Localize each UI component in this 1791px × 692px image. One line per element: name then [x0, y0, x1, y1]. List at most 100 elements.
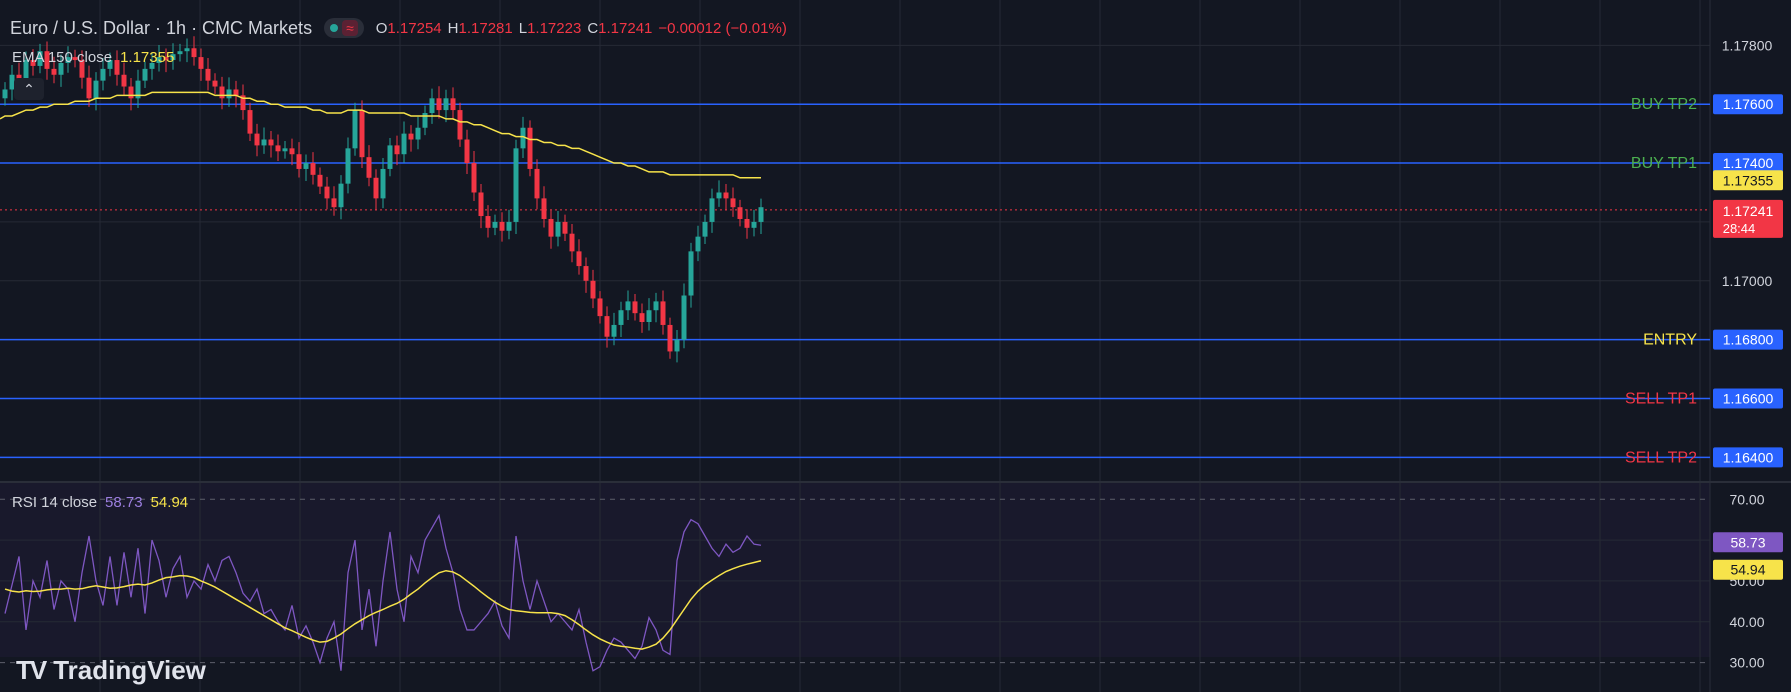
- candle-body: [338, 183, 344, 208]
- candle-body: [156, 57, 162, 63]
- tradingview-mark-icon: TV: [16, 655, 47, 685]
- candles: [2, 36, 764, 363]
- candle-body: [44, 51, 50, 69]
- level-price-badge-bg: [1713, 94, 1783, 115]
- low-value: 1.17223: [527, 19, 582, 37]
- close-key: C: [587, 19, 599, 37]
- candle-body: [247, 110, 253, 134]
- level-price-badge-bg: [1713, 447, 1783, 468]
- candle-body: [72, 57, 78, 61]
- candle-body: [702, 221, 708, 237]
- level-price-badge: 1.17400: [1723, 155, 1774, 171]
- candle-body: [30, 60, 36, 66]
- candle-body: [436, 98, 442, 111]
- candle-body: [674, 339, 680, 352]
- candle-body: [121, 74, 127, 87]
- candle-body: [135, 80, 141, 99]
- rsi-ma-value: 54.94: [150, 494, 189, 511]
- last-price-badge-bg: [1713, 199, 1783, 238]
- rsi-lines: [4, 513, 762, 672]
- candle-body: [107, 60, 113, 69]
- market-open-icon: [330, 24, 339, 32]
- rsi-value: 58.73: [105, 494, 143, 511]
- level-lines: BUY TP2 BUY TP1 ENTRY SELL TP1 SELL TP2: [0, 96, 1710, 466]
- candle-body: [737, 207, 743, 219]
- candle-body: [625, 301, 631, 311]
- candle-body: [198, 57, 204, 69]
- rsi-legend[interactable]: RSI 14 close 58.73 54.94: [12, 494, 188, 511]
- rsi-value-badge-bg: [1713, 532, 1783, 553]
- candle-body: [422, 113, 428, 128]
- rsi-ma-value-badge: 54.94: [1730, 562, 1765, 578]
- candle-body: [429, 98, 435, 114]
- tradingview-logo[interactable]: TV TradingView: [16, 655, 206, 686]
- candle-body: [205, 68, 211, 81]
- candle-body: [352, 110, 358, 149]
- candle-body: [527, 127, 533, 169]
- market-status[interactable]: ≈: [324, 18, 364, 38]
- candle-body: [758, 207, 764, 222]
- candle-body: [58, 62, 64, 75]
- candle-body: [226, 89, 232, 99]
- level-name: SELL TP2: [1625, 449, 1697, 466]
- candle-body: [450, 98, 456, 111]
- candle-body: [191, 48, 197, 58]
- candle-body: [268, 139, 274, 146]
- candle-body: [310, 163, 316, 175]
- wave-icon: ≈: [342, 20, 358, 36]
- candle-body: [394, 145, 400, 155]
- candle-body: [597, 298, 603, 317]
- candle-body: [499, 221, 505, 231]
- candle-body: [744, 218, 750, 228]
- candle-body: [380, 168, 386, 199]
- rsi-tick-label: 30.00: [1729, 655, 1764, 671]
- candle-body: [86, 77, 92, 99]
- candle-body: [359, 110, 365, 158]
- candle-body: [16, 74, 22, 81]
- candle-body: [303, 163, 309, 169]
- candle-body: [667, 324, 673, 352]
- level-price-badge: 1.16600: [1723, 391, 1774, 407]
- candle-body: [163, 57, 169, 61]
- candle-body: [723, 192, 729, 199]
- candle-body: [751, 221, 757, 228]
- candle-body: [177, 51, 183, 55]
- level-price-badge: 1.16800: [1723, 332, 1774, 348]
- candle-body: [254, 133, 260, 146]
- level-price-badge: 1.17600: [1723, 96, 1774, 112]
- open-value: 1.17254: [387, 19, 442, 37]
- candle-body: [492, 221, 498, 228]
- collapse-legend-button[interactable]: ⌃: [14, 78, 44, 100]
- ema-legend[interactable]: EMA 150 close 1.17355: [12, 49, 174, 66]
- candle-body: [100, 68, 106, 81]
- candle-body: [541, 198, 547, 219]
- symbol-header: Euro / U.S. Dollar · 1h · CMC Markets ≈ …: [10, 16, 787, 40]
- candle-body: [730, 198, 736, 208]
- candle-body: [261, 139, 267, 146]
- candle-body: [548, 218, 554, 237]
- ema-value: 1.17355: [120, 49, 175, 66]
- ema-price-badge-bg: [1713, 170, 1783, 191]
- candle-body: [23, 60, 29, 81]
- symbol-title[interactable]: Euro / U.S. Dollar · 1h · CMC Markets: [10, 17, 313, 38]
- candle-body: [443, 98, 449, 111]
- candle-body: [688, 251, 694, 296]
- candle-body: [317, 174, 323, 187]
- last-price-label: 1.17241: [1723, 203, 1774, 219]
- candle-body: [632, 301, 638, 314]
- candle-body: [681, 295, 687, 340]
- ema-label: EMA 150 close: [12, 49, 113, 66]
- candle-body: [296, 154, 302, 169]
- candle-body: [639, 313, 645, 322]
- level-price-badge-bg: [1713, 329, 1783, 350]
- candle-body: [583, 266, 589, 281]
- candle-body: [401, 133, 407, 155]
- candle-body: [506, 221, 512, 231]
- candle-body: [646, 310, 652, 322]
- candle-body: [9, 74, 15, 90]
- level-name: BUY TP1: [1631, 155, 1697, 172]
- chevron-up-icon: ⌃: [23, 80, 35, 97]
- level-name: ENTRY: [1643, 332, 1697, 349]
- candle-body: [345, 148, 351, 184]
